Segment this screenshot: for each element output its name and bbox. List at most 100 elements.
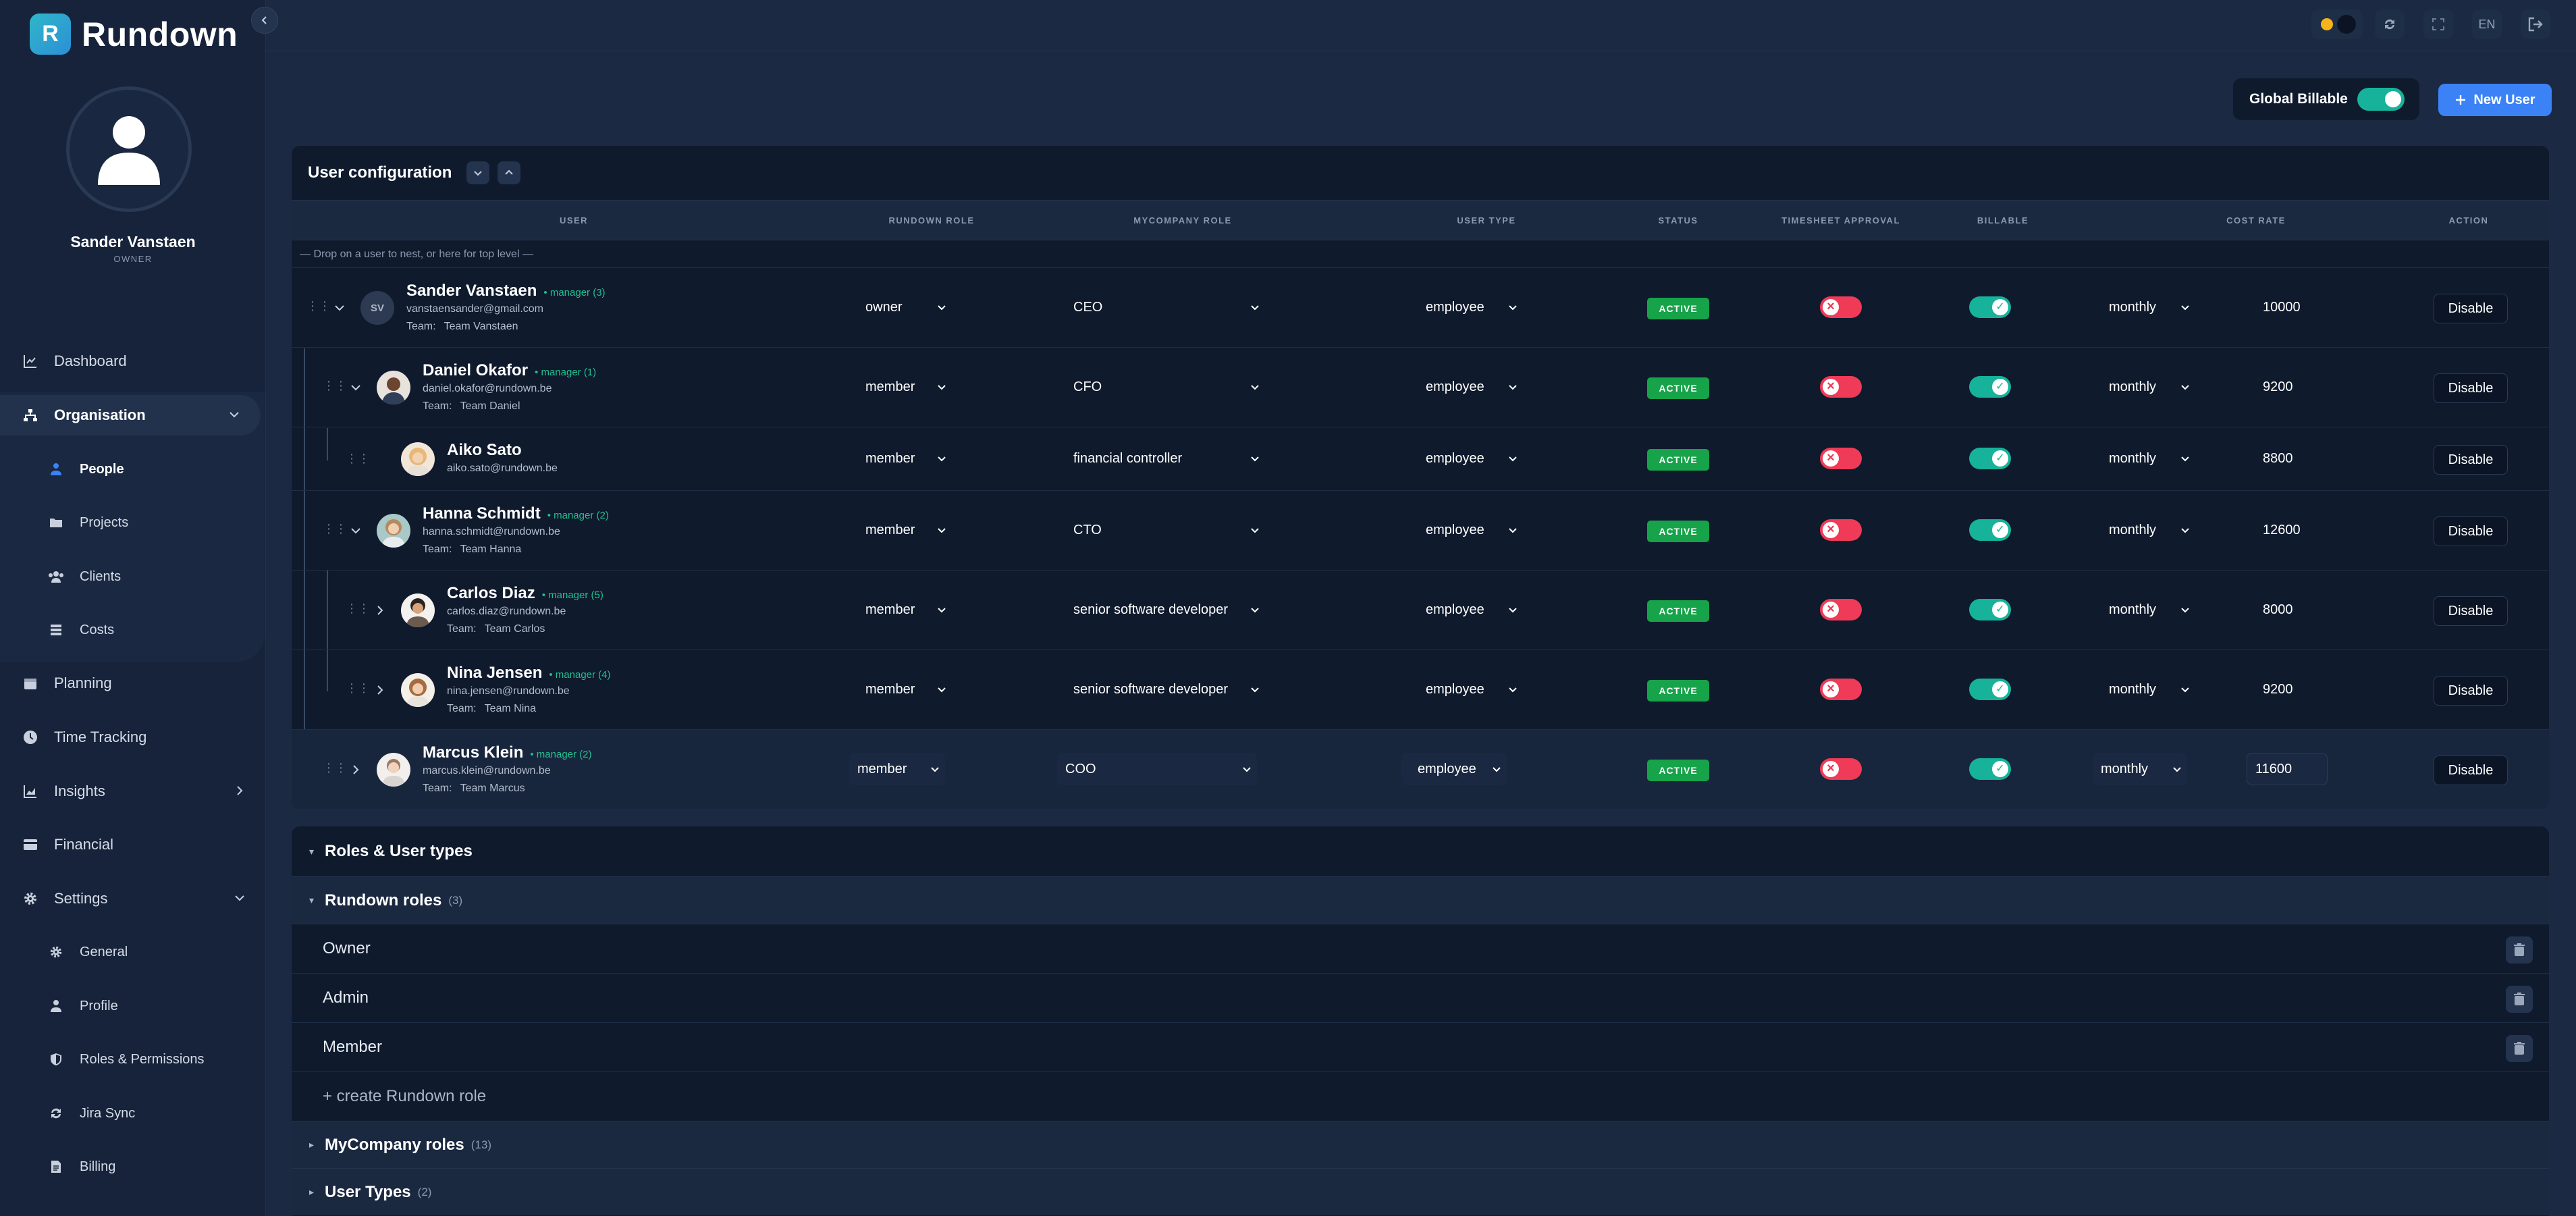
new-user-button[interactable]: New User (2438, 84, 2552, 116)
nav-insights[interactable]: Insights (0, 771, 266, 812)
delete-role-button[interactable] (2506, 1035, 2533, 1062)
expand-all-button[interactable] (466, 161, 490, 184)
create-role-row[interactable]: + create Rundown role (292, 1072, 2549, 1121)
drag-handle-icon[interactable]: ⋮⋮ (346, 681, 370, 695)
user-type-select[interactable]: employee (1418, 371, 1523, 403)
rundown-role-select[interactable]: member (857, 371, 952, 403)
rundown-roles-section[interactable]: ▾ Rundown roles (3) (292, 876, 2549, 924)
disable-button[interactable]: Disable (2434, 756, 2508, 785)
fullscreen-button[interactable] (2423, 9, 2453, 39)
nav-roles-permissions[interactable]: Roles & Permissions (0, 1039, 266, 1080)
timesheet-approval-toggle[interactable] (1820, 376, 1862, 398)
billable-toggle[interactable] (1969, 599, 2011, 620)
delete-role-button[interactable] (2506, 936, 2533, 963)
brand[interactable]: R Rundown (30, 14, 238, 55)
mycompany-role-select[interactable]: senior software developer (1065, 593, 1265, 626)
chevron-down-icon[interactable] (333, 302, 346, 314)
nav-general[interactable]: General (0, 932, 266, 972)
table-row[interactable]: ⋮⋮ Daniel Okafor • manager (1) daniel.oka… (292, 347, 2549, 427)
cost-rate-input[interactable]: 8000 (2263, 602, 2293, 617)
nav-clients[interactable]: Clients (0, 556, 266, 597)
nav-planning[interactable]: Planning (0, 663, 266, 704)
chevron-right-icon[interactable] (374, 604, 386, 616)
timesheet-approval-toggle[interactable] (1820, 448, 1862, 469)
cost-rate-input[interactable]: 11600 (2247, 753, 2328, 785)
rundown-role-select[interactable]: member (857, 442, 952, 475)
mycompany-role-select[interactable]: senior software developer (1065, 673, 1265, 706)
roles-panel-header[interactable]: ▾ Roles & User types (292, 826, 2549, 876)
user-type-select[interactable]: employee (1418, 673, 1523, 706)
timesheet-approval-toggle[interactable] (1820, 296, 1862, 318)
refresh-button[interactable] (2375, 9, 2405, 39)
nav-projects[interactable]: Projects (0, 502, 266, 543)
nav-costs[interactable]: Costs (0, 610, 266, 650)
mycompany-role-select[interactable]: financial controller (1065, 442, 1265, 475)
billable-toggle[interactable] (1969, 296, 2011, 318)
mycompany-role-select[interactable]: CEO (1065, 291, 1265, 323)
nav-settings[interactable]: Settings (0, 878, 266, 919)
table-row[interactable]: ⋮⋮ Marcus Klein • manager (2) marcus.klei… (292, 729, 2549, 809)
drag-handle-icon[interactable]: ⋮⋮ (323, 379, 347, 392)
cost-rate-input[interactable]: 9200 (2263, 379, 2293, 394)
table-row[interactable]: ⋮⋮ Carlos Diaz • manager (5) carlos.diaz@… (292, 570, 2549, 650)
user-type-select[interactable]: employee (1401, 753, 1507, 785)
table-row[interactable]: ⋮⋮ Hanna Schmidt • manager (2) hanna.schm… (292, 490, 2549, 570)
user-type-select[interactable]: employee (1418, 442, 1523, 475)
cost-period-select[interactable]: monthly (2101, 442, 2195, 475)
table-row[interactable]: ⋮⋮ SV Sander Vanstaen • manager (3) vanst… (292, 267, 2549, 347)
nav-financial[interactable]: Financial (0, 824, 266, 865)
nav-time-tracking[interactable]: Time Tracking (0, 717, 266, 758)
nav-dashboard[interactable]: Dashboard (0, 341, 266, 381)
mycompany-role-select[interactable]: COO (1057, 753, 1257, 785)
theme-toggle[interactable] (2311, 9, 2363, 39)
user-type-select[interactable]: employee (1418, 291, 1523, 323)
nav-jira-sync[interactable]: Jira Sync (0, 1093, 266, 1134)
drag-handle-icon[interactable]: ⋮⋮ (306, 299, 331, 313)
cost-period-select[interactable]: monthly (2101, 371, 2195, 403)
collapse-all-button[interactable] (498, 161, 521, 184)
chevron-right-icon[interactable] (374, 684, 386, 696)
rundown-role-select[interactable]: member (849, 753, 945, 785)
user-type-select[interactable]: employee (1418, 514, 1523, 546)
user-type-select[interactable]: employee (1418, 593, 1523, 626)
disable-button[interactable]: Disable (2434, 596, 2508, 626)
cost-rate-input[interactable]: 10000 (2263, 299, 2301, 315)
rundown-role-select[interactable]: member (857, 514, 952, 546)
chevron-down-icon[interactable] (350, 381, 362, 394)
disable-button[interactable]: Disable (2434, 445, 2508, 475)
timesheet-approval-toggle[interactable] (1820, 519, 1862, 541)
drag-handle-icon[interactable]: ⋮⋮ (323, 522, 347, 535)
disable-button[interactable]: Disable (2434, 294, 2508, 323)
rundown-role-select[interactable]: member (857, 593, 952, 626)
cost-period-select[interactable]: monthly (2101, 291, 2195, 323)
user-types-section[interactable]: ▸ User Types (2) (292, 1168, 2549, 1215)
language-button[interactable]: EN (2472, 9, 2502, 39)
billable-toggle[interactable] (1969, 519, 2011, 541)
cost-period-select[interactable]: monthly (2093, 753, 2187, 785)
nav-billing[interactable]: Billing (0, 1146, 266, 1187)
nav-people[interactable]: People (0, 449, 266, 490)
billable-toggle[interactable] (1969, 679, 2011, 700)
mycompany-role-select[interactable]: CFO (1065, 371, 1265, 403)
drop-zone-hint[interactable]: — Drop on a user to nest, or here for to… (300, 248, 533, 260)
timesheet-approval-toggle[interactable] (1820, 599, 1862, 620)
table-row[interactable]: ⋮⋮ Aiko Sato aiko.sato@rundown.be member… (292, 427, 2549, 490)
nav-organisation[interactable]: Organisation (0, 395, 261, 435)
table-row[interactable]: ⋮⋮ Nina Jensen • manager (4) nina.jensen@… (292, 650, 2549, 729)
cost-rate-input[interactable]: 12600 (2263, 522, 2301, 537)
drag-handle-icon[interactable]: ⋮⋮ (346, 452, 370, 465)
cost-period-select[interactable]: monthly (2101, 673, 2195, 706)
logout-button[interactable] (2521, 9, 2550, 39)
cost-rate-input[interactable]: 8800 (2263, 450, 2293, 466)
billable-toggle[interactable] (1969, 376, 2011, 398)
disable-button[interactable]: Disable (2434, 517, 2508, 546)
create-role-link[interactable]: + create Rundown role (323, 1087, 487, 1105)
timesheet-approval-toggle[interactable] (1820, 758, 1862, 780)
delete-role-button[interactable] (2506, 986, 2533, 1013)
mycompany-roles-section[interactable]: ▸ MyCompany roles (13) (292, 1121, 2549, 1168)
cost-period-select[interactable]: monthly (2101, 593, 2195, 626)
timesheet-approval-toggle[interactable] (1820, 679, 1862, 700)
profile-avatar[interactable] (66, 86, 192, 212)
rundown-role-select[interactable]: owner (857, 291, 952, 323)
drag-handle-icon[interactable]: ⋮⋮ (323, 761, 347, 774)
